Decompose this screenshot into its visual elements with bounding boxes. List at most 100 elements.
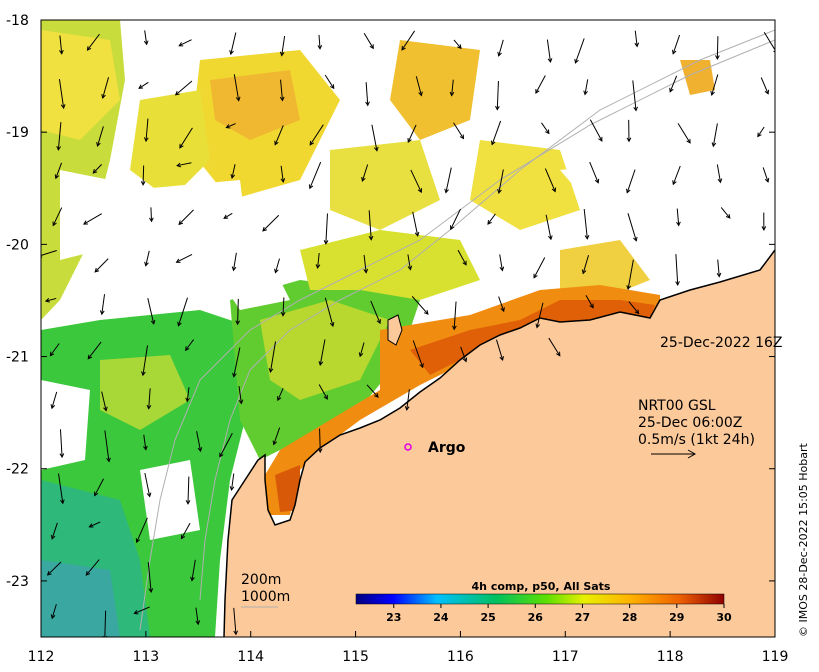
current-arrow bbox=[453, 39, 462, 50]
x-tick-label: 114 bbox=[237, 649, 264, 665]
current-arrow bbox=[178, 209, 194, 226]
current-arrow bbox=[318, 339, 326, 367]
argo-marker bbox=[404, 443, 412, 451]
current-arrow bbox=[627, 213, 638, 242]
current-arrow bbox=[50, 604, 57, 620]
x-axis: 112 113 114 115 116 117 118 119 bbox=[28, 631, 789, 665]
colorbar-ticks: 23 24 25 26 27 28 29 30 bbox=[386, 604, 732, 624]
current-arrow bbox=[88, 521, 101, 528]
current-arrow bbox=[760, 77, 770, 95]
current-arrow bbox=[238, 386, 244, 405]
current-arrow bbox=[533, 257, 546, 279]
current-arrow bbox=[404, 389, 410, 411]
x-tick-label: 115 bbox=[342, 649, 369, 665]
current-arrow bbox=[223, 212, 233, 219]
isobath-1000-label: 1000m bbox=[241, 589, 290, 605]
isobath-200-label: 200m bbox=[241, 572, 281, 588]
current-arrow bbox=[274, 258, 280, 274]
current-arrow bbox=[495, 81, 500, 111]
plot-frame bbox=[40, 19, 776, 638]
current-arrow bbox=[366, 384, 379, 398]
current-arrow bbox=[44, 297, 57, 303]
colorbar-title: 4h comp, p50, All Sats bbox=[472, 580, 611, 593]
isobath-1000m bbox=[139, 39, 775, 631]
current-arrow bbox=[632, 80, 638, 112]
x-tick-label: 112 bbox=[28, 649, 55, 665]
current-arrow bbox=[190, 559, 196, 582]
current-arrow bbox=[87, 341, 102, 360]
current-arrow bbox=[363, 254, 369, 274]
y-axis: -18 -19 -20 -21 -22 -23 bbox=[6, 13, 775, 590]
current-arrow bbox=[498, 296, 505, 313]
current-arrow bbox=[676, 208, 681, 227]
isobath-200m bbox=[199, 29, 775, 601]
current-arrow bbox=[176, 162, 192, 168]
current-scale-label: 0.5m/s (1kt 24h) bbox=[638, 432, 755, 448]
current-arrow bbox=[104, 430, 111, 463]
current-arrow bbox=[487, 213, 496, 225]
x-tick-label: 117 bbox=[552, 649, 579, 665]
current-arrow bbox=[309, 124, 324, 146]
current-arrow bbox=[677, 123, 691, 144]
current-arrow bbox=[548, 337, 561, 357]
current-arrow bbox=[449, 79, 455, 97]
current-arrow bbox=[318, 384, 328, 400]
current-arrow bbox=[308, 161, 322, 190]
current-arrow bbox=[583, 209, 590, 240]
current-arrow bbox=[262, 214, 280, 232]
current-arrow bbox=[711, 123, 718, 148]
current-arrow bbox=[626, 119, 632, 143]
current-arrow bbox=[177, 297, 188, 327]
current-arrow bbox=[179, 127, 193, 149]
coastline bbox=[223, 249, 775, 637]
colorbar-tick-label: 30 bbox=[716, 611, 732, 624]
current-arrow bbox=[59, 35, 64, 55]
current-source-label: NRT00 GSL bbox=[638, 398, 716, 414]
current-arrow bbox=[323, 213, 329, 245]
current-arrow bbox=[585, 294, 594, 309]
current-arrow bbox=[235, 298, 241, 326]
y-tick-label: -21 bbox=[6, 350, 29, 366]
current-arrow bbox=[280, 165, 286, 184]
current-arrow bbox=[317, 34, 323, 50]
current-arrow bbox=[368, 210, 374, 241]
current-arrow bbox=[412, 340, 424, 369]
current-arrow bbox=[411, 296, 429, 315]
current-arrow bbox=[147, 562, 154, 594]
current-arrow bbox=[716, 259, 722, 278]
y-tick-label: -19 bbox=[6, 125, 29, 141]
current-arrow bbox=[545, 214, 553, 241]
current-arrow bbox=[101, 77, 110, 99]
current-arrow bbox=[497, 169, 504, 195]
x-tick-label: 116 bbox=[447, 649, 474, 665]
current-arrow bbox=[370, 300, 381, 325]
current-arrow bbox=[497, 39, 504, 57]
y-tick-label: -18 bbox=[6, 13, 29, 29]
current-arrow bbox=[761, 212, 767, 231]
current-arrow bbox=[720, 207, 731, 219]
current-arrow bbox=[541, 122, 550, 135]
colorbar-tick-label: 25 bbox=[480, 611, 495, 624]
current-arrow bbox=[140, 165, 146, 186]
current-arrow bbox=[141, 345, 149, 377]
current-arrow bbox=[146, 388, 152, 410]
current-arrow bbox=[315, 253, 321, 270]
island bbox=[387, 314, 403, 346]
current-arrow bbox=[361, 164, 369, 182]
colorbar-tick-label: 28 bbox=[622, 611, 637, 624]
current-time-label: 25-Dec 06:00Z bbox=[638, 415, 742, 431]
x-tick-label: 119 bbox=[762, 649, 789, 665]
current-arrow bbox=[233, 607, 239, 636]
current-arrow bbox=[457, 249, 467, 266]
current-arrow bbox=[56, 122, 62, 151]
current-arrow bbox=[86, 33, 100, 51]
y-tick-label: -20 bbox=[6, 237, 29, 253]
colorbar-tick-label: 27 bbox=[575, 611, 590, 624]
current-arrow bbox=[675, 254, 680, 286]
current-arrow bbox=[715, 36, 720, 60]
current-arrow bbox=[143, 30, 149, 46]
credit-label: © IMOS 28-Dec-2022 15:05 Hobart bbox=[797, 442, 810, 637]
current-arrow bbox=[544, 168, 557, 193]
current-arrow bbox=[133, 606, 150, 615]
